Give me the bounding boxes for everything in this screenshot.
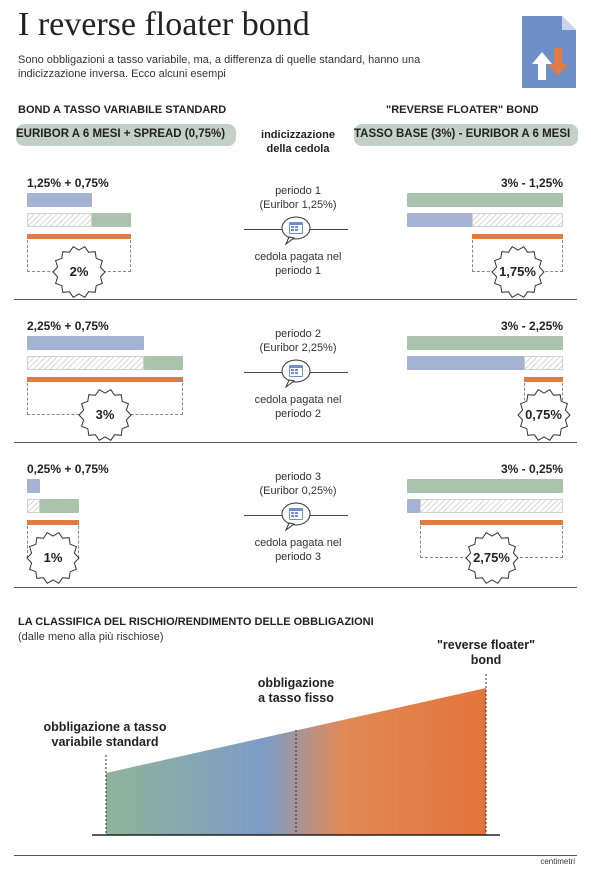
intro-text: Sono obbligazioni a tasso variabile, ma,…	[18, 54, 421, 80]
euribor-bar	[407, 499, 420, 513]
left-coupon-badge	[52, 246, 106, 298]
right-formula: TASSO BASE (3%) - EURIBOR A 6 MESI	[354, 128, 571, 140]
euribor-ghost-bar	[27, 499, 40, 513]
left-coupon-bar	[27, 234, 131, 239]
row-divider	[14, 587, 577, 588]
right-coupon-badge	[516, 389, 571, 441]
ranking-title: LA CLASSIFICA DEL RISCHIO/RENDIMENTO DEL…	[18, 616, 374, 628]
remaining-ghost-bar	[472, 213, 563, 227]
euribor-ghost-bar	[27, 213, 92, 227]
period-label: periodo 2 (Euribor 2,25%)	[259, 328, 337, 354]
left-formula: EURIBOR A 6 MESI + SPREAD (0,75%)	[16, 128, 226, 140]
row-divider	[14, 299, 577, 300]
left-formula-label: 1,25% + 0,75%	[27, 176, 109, 190]
base-rate-bar	[407, 479, 563, 493]
right-coupon-badge	[490, 246, 545, 298]
base-rate-bar	[407, 336, 563, 350]
left-coupon-badge	[26, 532, 80, 584]
right-coupon-bar	[420, 520, 563, 525]
left-coupon-value: 1%	[43, 550, 63, 565]
ramp-area	[106, 688, 486, 835]
left-formula-highlight	[16, 124, 236, 146]
left-coupon-badge	[78, 389, 132, 441]
row-divider	[14, 442, 577, 443]
euribor-bar	[407, 356, 524, 370]
euribor-bar	[27, 193, 92, 207]
euribor-bar	[27, 336, 144, 350]
right-coupon-badge	[464, 532, 519, 584]
document-arrows-icon	[522, 16, 576, 88]
calendar-icon	[281, 359, 311, 388]
right-coupon-value: 2,75%	[473, 550, 510, 565]
right-coupon-value: 0,75%	[525, 407, 562, 422]
coupon-caption: cedola pagata nel periodo 3	[254, 537, 342, 563]
rank-label-fixed: obbligazione a tasso fisso	[257, 676, 335, 705]
spread-bar	[92, 213, 131, 227]
footer-divider	[14, 855, 577, 856]
right-coupon-bar	[524, 377, 563, 382]
spread-bar	[144, 356, 183, 370]
left-coupon-bar	[27, 377, 183, 382]
coupon-caption: cedola pagata nel periodo 2	[254, 394, 342, 420]
indexation-heading: indicizzazione della cedola	[261, 129, 335, 155]
left-column-heading: BOND A TASSO VARIABILE STANDARD	[18, 104, 227, 116]
period-label: periodo 3 (Euribor 0,25%)	[259, 471, 337, 497]
calendar-icon	[281, 216, 311, 245]
right-formula-label: 3% - 2,25%	[500, 319, 563, 333]
base-rate-bar	[407, 193, 563, 207]
period-label: periodo 1 (Euribor 1,25%)	[259, 185, 337, 211]
page-title: I reverse floater bond	[18, 6, 310, 43]
coupon-caption: cedola pagata nel periodo 1	[254, 251, 342, 277]
remaining-ghost-bar	[524, 356, 563, 370]
euribor-bar	[407, 213, 472, 227]
calendar-icon	[281, 502, 311, 531]
rank-label-standard: obbligazione a tasso variabile standard	[43, 720, 167, 749]
left-formula-label: 0,25% + 0,75%	[27, 462, 109, 476]
rank-label-reverse: "reverse floater" bond	[436, 638, 536, 667]
euribor-ghost-bar	[27, 356, 144, 370]
ranking-subtitle: (dalle meno alla più rischiose)	[18, 631, 164, 643]
right-column-heading: "REVERSE FLOATER" BOND	[386, 104, 539, 116]
left-coupon-value: 3%	[95, 407, 115, 422]
spread-bar	[40, 499, 79, 513]
left-coupon-bar	[27, 520, 79, 525]
remaining-ghost-bar	[420, 499, 563, 513]
credit: centimetri	[540, 857, 575, 866]
right-formula-label: 3% - 0,25%	[500, 462, 563, 476]
right-formula-label: 3% - 1,25%	[500, 176, 563, 190]
euribor-bar	[27, 479, 40, 493]
left-formula-label: 2,25% + 0,75%	[27, 319, 109, 333]
right-coupon-bar	[472, 234, 563, 239]
risk-return-ramp	[92, 674, 500, 836]
left-coupon-value: 2%	[69, 264, 89, 279]
right-coupon-value: 1,75%	[499, 264, 536, 279]
right-formula-highlight	[354, 124, 578, 146]
